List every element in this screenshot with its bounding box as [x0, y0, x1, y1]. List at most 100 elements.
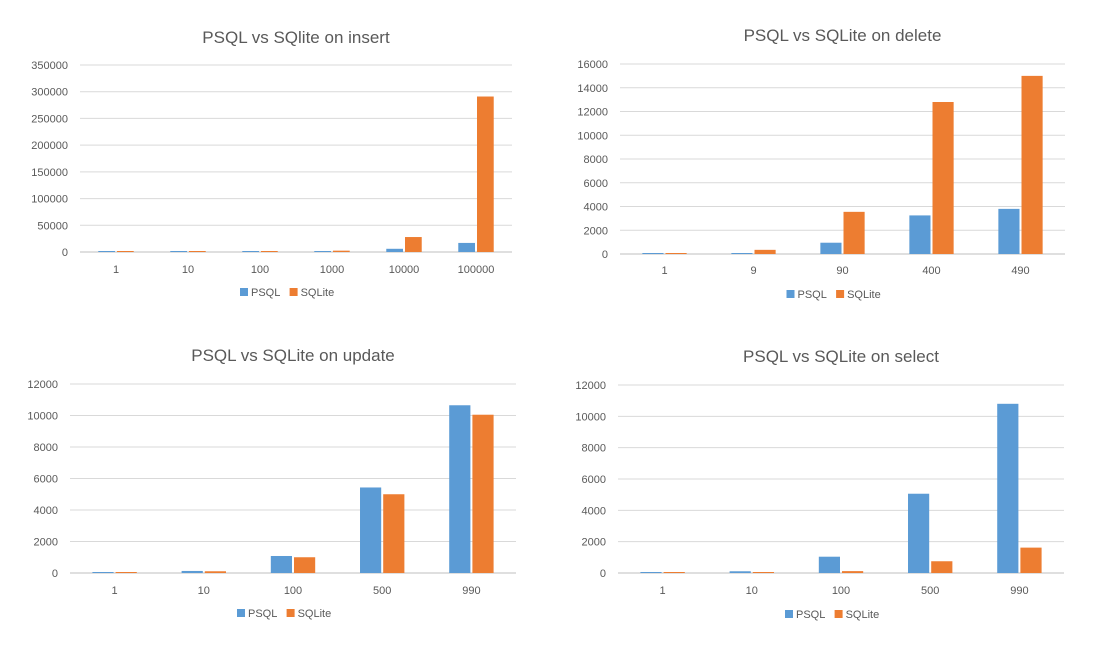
legend-swatch-sqlite: [834, 610, 843, 618]
bar-sqlite-100: [261, 251, 278, 252]
bar-psql-100: [242, 251, 259, 252]
bar-sqlite-1: [663, 572, 685, 573]
y-tick-label: 12000: [27, 379, 58, 391]
bar-sqlite-1000: [333, 250, 350, 252]
legend-swatch-sqlite: [286, 609, 295, 617]
x-tick-label: 490: [1011, 265, 1029, 277]
bar-sqlite-10000: [405, 237, 422, 252]
bar-sqlite-10: [204, 571, 226, 573]
legend-swatch-psql: [237, 609, 245, 617]
x-tick-label: 990: [1010, 585, 1028, 597]
y-tick-label: 250000: [31, 113, 68, 125]
chart-title: PSQL vs SQLite on update: [191, 346, 395, 365]
legend-label-psql: PSQL: [798, 289, 827, 301]
bar-psql-1: [98, 251, 115, 252]
chart-1: PSQL vs SQlite on insert 0 50000 100000 1500…: [31, 28, 512, 299]
bar-psql-1000: [314, 251, 331, 252]
y-tick-label: 50000: [37, 220, 68, 232]
y-tick-label: 4000: [584, 202, 608, 214]
bar-sqlite-990: [472, 414, 494, 573]
bar-psql-10: [170, 251, 187, 252]
bar-sqlite-90: [843, 211, 865, 254]
bar-psql-100: [270, 555, 292, 573]
y-tick-label: 12000: [577, 107, 608, 119]
x-tick-label: 90: [836, 265, 848, 277]
y-tick-label: 16000: [577, 59, 608, 71]
x-tick-label: 990: [462, 585, 480, 597]
bar-psql-1: [92, 572, 114, 573]
legend: PSQL SQLite: [240, 287, 334, 299]
bar-sqlite-9: [754, 249, 776, 254]
chart-title: PSQL vs SQlite on insert: [202, 28, 390, 47]
y-tick-label: 8000: [584, 154, 608, 166]
legend-label-sqlite: SQLite: [847, 289, 881, 301]
bar-psql-100: [818, 556, 840, 573]
bar-sqlite-500: [383, 494, 405, 573]
x-tick-label: 10: [182, 264, 194, 276]
x-tick-label: 400: [922, 265, 940, 277]
chart-3: PSQL vs SQLite on update 0 2000 4000 6000 800…: [27, 346, 516, 620]
y-tick-label: 2000: [584, 225, 608, 237]
bar-sqlite-100000: [477, 96, 494, 252]
y-tick-label: 12000: [575, 380, 606, 392]
legend-swatch-sqlite: [289, 288, 298, 296]
y-tick-label: 0: [602, 249, 608, 261]
legend: PSQL SQLite: [786, 289, 881, 301]
x-tick-label: 1: [660, 585, 666, 597]
chart-2: PSQL vs SQLite on delete 0 2000 4000 6000 800…: [577, 26, 1065, 301]
legend-label-psql: PSQL: [251, 287, 280, 299]
bar-sqlite-10: [189, 251, 206, 252]
bar-sqlite-10: [752, 572, 774, 573]
legend-label-psql: PSQL: [796, 609, 825, 621]
bar-psql-10000: [386, 248, 403, 252]
chart-4: PSQL vs SQLite on select 0 2000 4000 6000 800…: [575, 347, 1064, 621]
y-tick-label: 4000: [582, 505, 606, 517]
bar-sqlite-1: [665, 253, 687, 254]
bar-psql-100000: [458, 242, 475, 252]
chart-title: PSQL vs SQLite on select: [743, 347, 939, 366]
legend-swatch-psql: [786, 290, 795, 298]
y-tick-label: 8000: [582, 443, 606, 455]
x-tick-label: 10: [198, 585, 210, 597]
y-tick-label: 2000: [34, 537, 58, 549]
x-tick-label: 10: [746, 585, 758, 597]
y-tick-label: 4000: [34, 505, 58, 517]
bar-sqlite-990: [1020, 547, 1042, 573]
bar-psql-1: [642, 253, 664, 254]
y-tick-label: 2000: [582, 537, 606, 549]
bar-sqlite-1: [115, 572, 137, 573]
x-tick-label: 1: [112, 585, 118, 597]
y-tick-label: 350000: [31, 60, 68, 72]
y-tick-label: 6000: [584, 178, 608, 190]
bar-psql-10: [181, 570, 203, 573]
x-tick-label: 100: [284, 585, 302, 597]
y-tick-label: 10000: [27, 411, 58, 423]
y-tick-label: 300000: [31, 87, 68, 99]
chart-title: PSQL vs SQLite on delete: [744, 26, 942, 45]
y-tick-label: 6000: [582, 474, 606, 486]
y-tick-label: 14000: [577, 83, 608, 95]
bar-psql-9: [731, 253, 753, 254]
y-tick-label: 0: [600, 568, 606, 580]
x-tick-label: 9: [750, 265, 756, 277]
legend-label-sqlite: SQLite: [846, 609, 880, 621]
x-tick-label: 500: [921, 585, 939, 597]
legend-label-psql: PSQL: [248, 608, 277, 620]
x-tick-label: 1: [113, 264, 119, 276]
legend-swatch-sqlite: [836, 290, 845, 298]
bar-sqlite-100: [842, 571, 864, 573]
y-tick-label: 0: [52, 568, 58, 580]
bar-psql-990: [997, 403, 1019, 573]
bar-psql-1: [640, 572, 662, 573]
x-tick-label: 1: [661, 265, 667, 277]
y-tick-label: 8000: [34, 442, 58, 454]
bar-sqlite-100: [294, 557, 316, 573]
legend-swatch-psql: [240, 288, 248, 296]
bar-psql-500: [360, 487, 382, 573]
y-tick-label: 200000: [31, 140, 68, 152]
bar-psql-990: [449, 405, 471, 573]
x-tick-label: 500: [373, 585, 391, 597]
y-tick-label: 150000: [31, 167, 68, 179]
y-tick-label: 10000: [575, 411, 606, 423]
